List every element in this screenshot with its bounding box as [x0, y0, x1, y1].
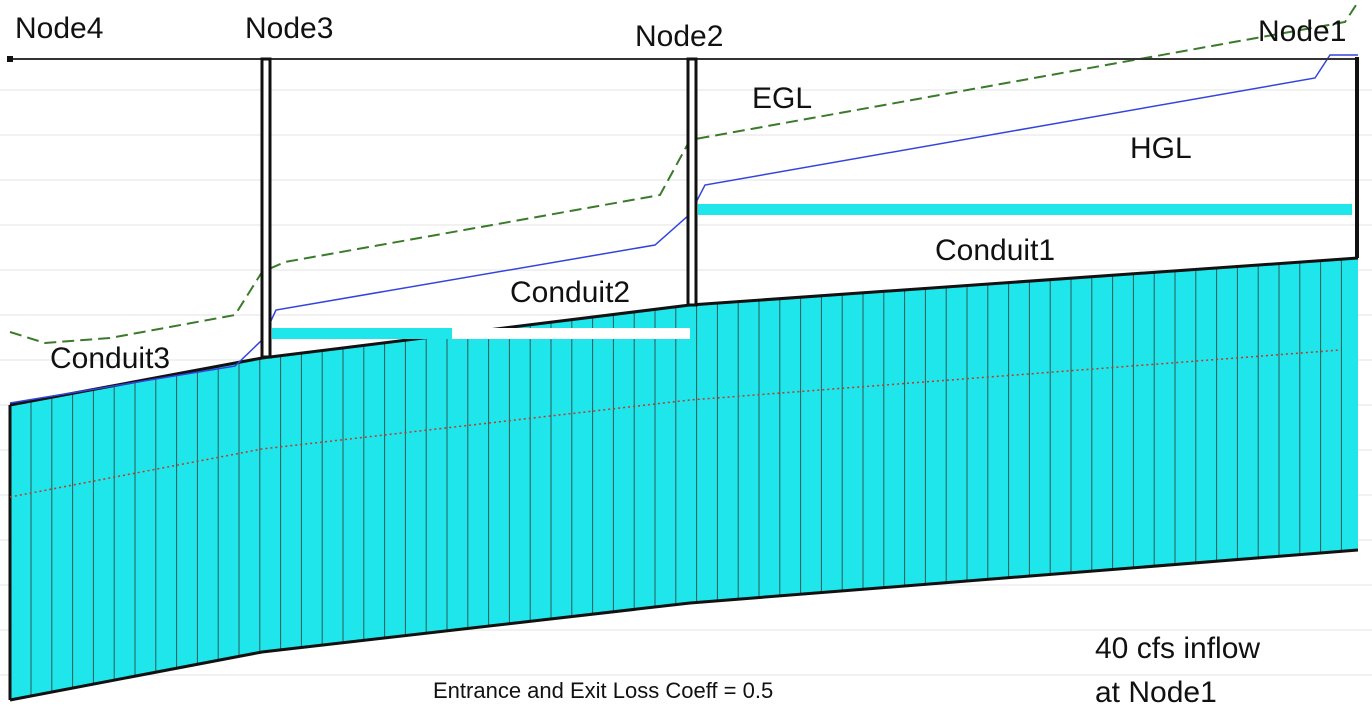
conduit-label: Conduit3: [50, 342, 170, 375]
water-bar-gap: [452, 328, 690, 339]
conduit-bottom: [9, 548, 1359, 702]
node-label: Node2: [635, 20, 723, 53]
loss-note: Entrance and Exit Loss Coeff = 0.5: [433, 678, 773, 703]
conduit-label: Conduit1: [935, 234, 1055, 267]
node3-manhole: [260, 57, 272, 359]
hgl-label: HGL: [1130, 132, 1192, 165]
inflow-note: at Node1: [1095, 676, 1217, 709]
egl-line: [9, 1, 1359, 345]
water-bar: [698, 204, 1352, 215]
node-label: Node4: [15, 12, 103, 45]
center-line: [9, 349, 1341, 498]
node-label: Node1: [1258, 15, 1346, 48]
water-bar: [272, 328, 452, 339]
conduit-fill: [10, 258, 1358, 700]
conduit-label: Conduit2: [510, 276, 630, 309]
hgl-line: [9, 54, 1358, 404]
egl-label: EGL: [752, 82, 812, 115]
node-label: Node3: [245, 12, 333, 45]
conduit-hatch: [30, 259, 1342, 696]
node2-manhole: [686, 57, 698, 307]
inflow-note: 40 cfs inflow: [1095, 632, 1260, 665]
endpoint: [7, 56, 13, 62]
